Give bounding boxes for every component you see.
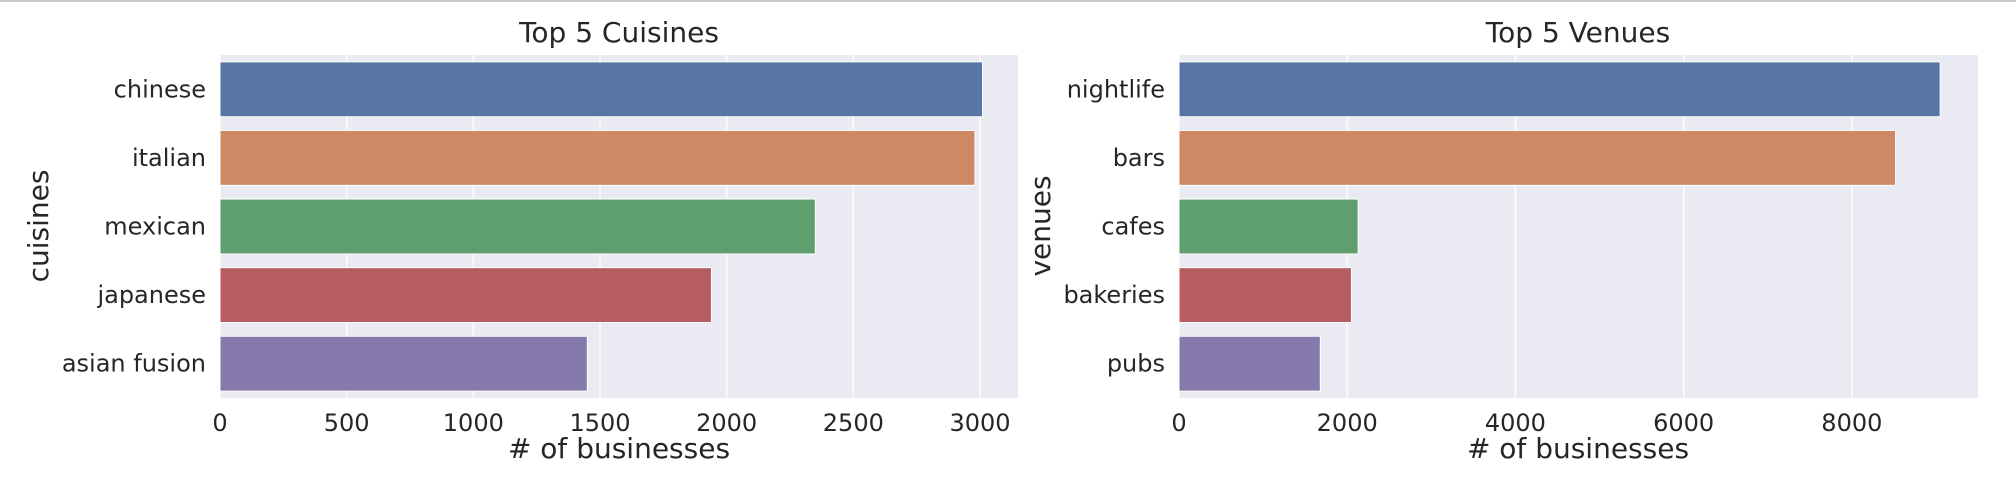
right-bar-bars bbox=[1178, 129, 1897, 186]
left-y-tick-label: japanese bbox=[96, 281, 206, 309]
right-bars bbox=[1178, 61, 1941, 392]
left-x-tick-label: 1000 bbox=[443, 409, 504, 437]
left-bar-italian bbox=[219, 129, 976, 186]
left-y-tick-label: asian fusion bbox=[62, 350, 206, 378]
left-x-tick-label: 3000 bbox=[949, 409, 1010, 437]
right-y-tick-label: bakeries bbox=[1063, 281, 1165, 309]
right-x-tick-label: 8000 bbox=[1821, 409, 1882, 437]
left-y-tick-label: chinese bbox=[114, 75, 206, 103]
left-chart-title: Top 5 Cuisines bbox=[518, 16, 719, 49]
left-chart: chinese italian mexican japanese asian fusio… bbox=[22, 16, 1018, 465]
right-xtick-labels: 0 2000 4000 6000 8000 bbox=[1171, 409, 1882, 437]
right-bar-pubs bbox=[1178, 335, 1321, 392]
right-x-tick-label: 6000 bbox=[1653, 409, 1714, 437]
right-y-tick-label: nightlife bbox=[1067, 75, 1165, 103]
left-bar-chinese bbox=[219, 61, 984, 118]
left-ytick-labels: chinese italian mexican japanese asian fusio… bbox=[62, 75, 206, 377]
right-x-tick-label: 0 bbox=[1171, 409, 1186, 437]
left-bar-japanese bbox=[219, 267, 712, 324]
right-x-tick-label: 2000 bbox=[1317, 409, 1378, 437]
right-bar-nightlife bbox=[1178, 61, 1941, 118]
left-bar-asian-fusion bbox=[219, 335, 588, 392]
left-x-axis-label: # of businesses bbox=[508, 432, 730, 465]
right-bar-cafes bbox=[1178, 198, 1359, 255]
left-x-tick-label: 2500 bbox=[823, 409, 884, 437]
left-x-tick-label: 2000 bbox=[696, 409, 757, 437]
right-chart-title: Top 5 Venues bbox=[1485, 16, 1670, 49]
left-y-axis-label: cuisines bbox=[22, 170, 55, 283]
left-x-tick-label: 1500 bbox=[569, 409, 630, 437]
right-y-tick-label: bars bbox=[1113, 144, 1165, 172]
left-bar-mexican bbox=[219, 198, 816, 255]
right-y-axis-label: venues bbox=[1024, 175, 1057, 276]
right-y-tick-label: pubs bbox=[1107, 350, 1165, 378]
left-x-tick-label: 0 bbox=[212, 409, 227, 437]
right-x-axis-label: # of businesses bbox=[1467, 432, 1689, 465]
left-bars bbox=[219, 61, 984, 392]
right-bar-bakeries bbox=[1178, 267, 1352, 324]
right-chart: nightlife bars cafes bakeries pubs 0 2000 4000… bbox=[1024, 16, 1978, 465]
right-x-tick-label: 4000 bbox=[1485, 409, 1546, 437]
left-xtick-labels: 0 500 1000 1500 2000 2500 3000 bbox=[212, 409, 1010, 437]
right-ytick-labels: nightlife bars cafes bakeries pubs bbox=[1063, 75, 1165, 377]
left-y-tick-label: mexican bbox=[104, 213, 206, 241]
left-y-tick-label: italian bbox=[132, 144, 206, 172]
right-y-tick-label: cafes bbox=[1101, 213, 1165, 241]
left-x-tick-label: 500 bbox=[324, 409, 370, 437]
